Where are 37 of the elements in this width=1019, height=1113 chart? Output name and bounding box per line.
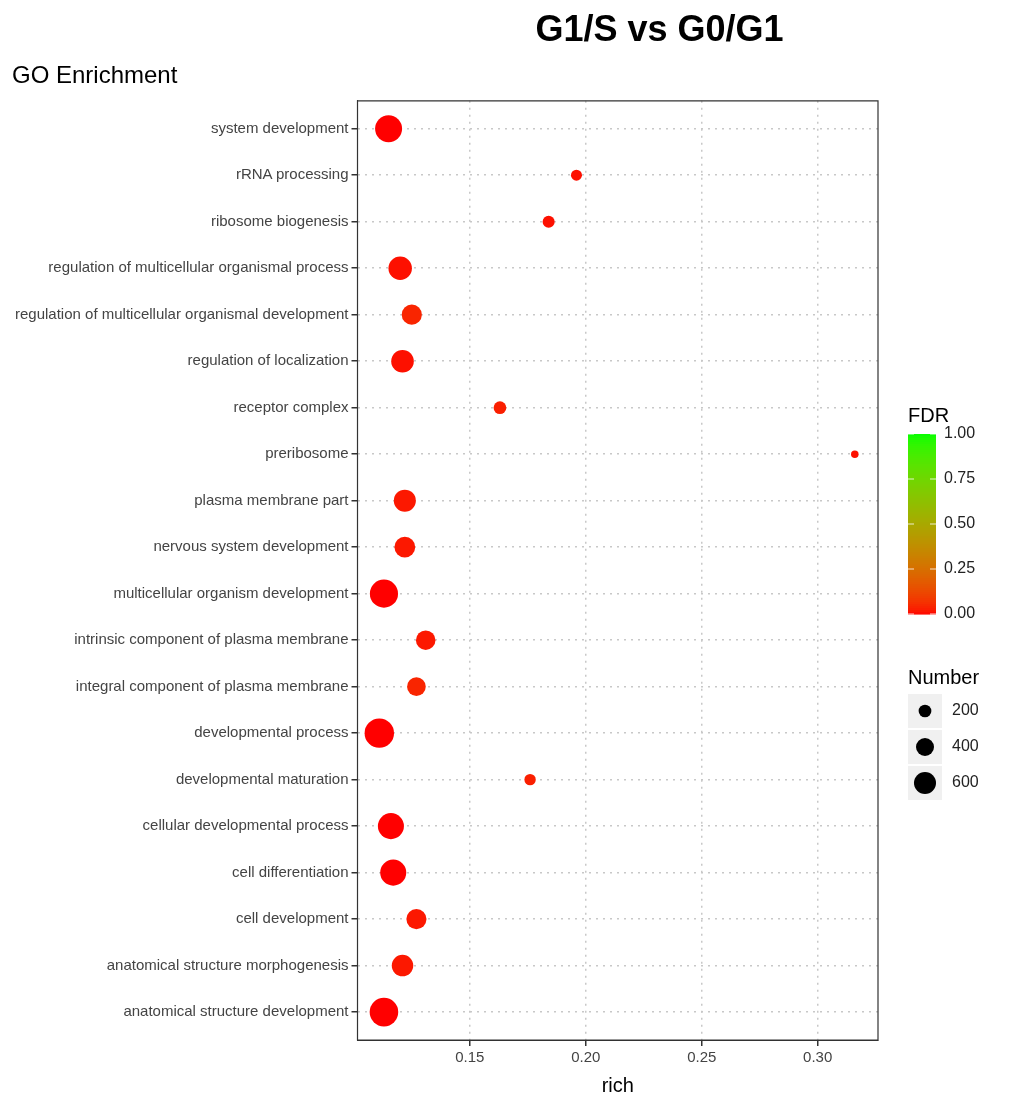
y-tick-label: anatomical structure development — [123, 1002, 350, 1020]
x-tick-label: 0.20 — [571, 1048, 601, 1066]
y-tick-label: intrinsic component of plasma membrane — [74, 630, 349, 648]
y-tick-label: system development — [210, 118, 350, 136]
legend-label: 600 — [952, 773, 979, 791]
y-tick-label: developmental maturation — [175, 769, 349, 787]
y-tick-label: cell development — [235, 909, 350, 927]
color-bar-label: 0.50 — [944, 514, 976, 532]
y-tick-label: regulation of multicellular organismal process — [48, 258, 349, 276]
color-bar-label: 1.00 — [944, 424, 976, 442]
legend-title: Number — [908, 666, 980, 688]
x-tick-label: 0.15 — [455, 1048, 485, 1066]
y-tick-label: cellular developmental process — [142, 816, 349, 834]
x-tick-label: 0.25 — [687, 1048, 717, 1066]
text: GO Enrichment — [12, 61, 178, 89]
color-bar-title: FDR — [908, 404, 950, 426]
x-axis-title: rich — [601, 1073, 634, 1096]
x-tick-label: 0.30 — [803, 1048, 833, 1066]
color-bar-label: 0.75 — [944, 469, 976, 487]
y-tick-label: integral component of plasma membrane — [75, 676, 349, 694]
y-tick-label: developmental process — [194, 723, 349, 741]
y-tick-label: preribosome — [265, 444, 349, 462]
y-tick-label: cell differentiation — [232, 862, 349, 880]
y-tick-label: ribosome biogenesis — [210, 211, 349, 229]
legend-label: 400 — [952, 737, 979, 755]
color-bar-label: 0.00 — [944, 604, 976, 622]
y-tick-label: nervous system development — [153, 537, 350, 555]
y-tick-label: plasma membrane part — [194, 490, 350, 508]
y-tick-label: regulation of localization — [187, 351, 349, 369]
y-tick-label: receptor complex — [233, 397, 349, 415]
y-tick-label: rRNA processing — [235, 165, 349, 183]
chart-title: G1/S vs G0/G1 — [534, 8, 785, 50]
y-tick-label: anatomical structure morphogenesis — [106, 955, 349, 973]
y-tick-label: regulation of multicellular organismal development — [14, 304, 350, 322]
color-bar-label: 0.25 — [944, 559, 976, 577]
y-tick-label: multicellular organism development — [113, 583, 350, 601]
legend-label: 200 — [952, 701, 979, 719]
